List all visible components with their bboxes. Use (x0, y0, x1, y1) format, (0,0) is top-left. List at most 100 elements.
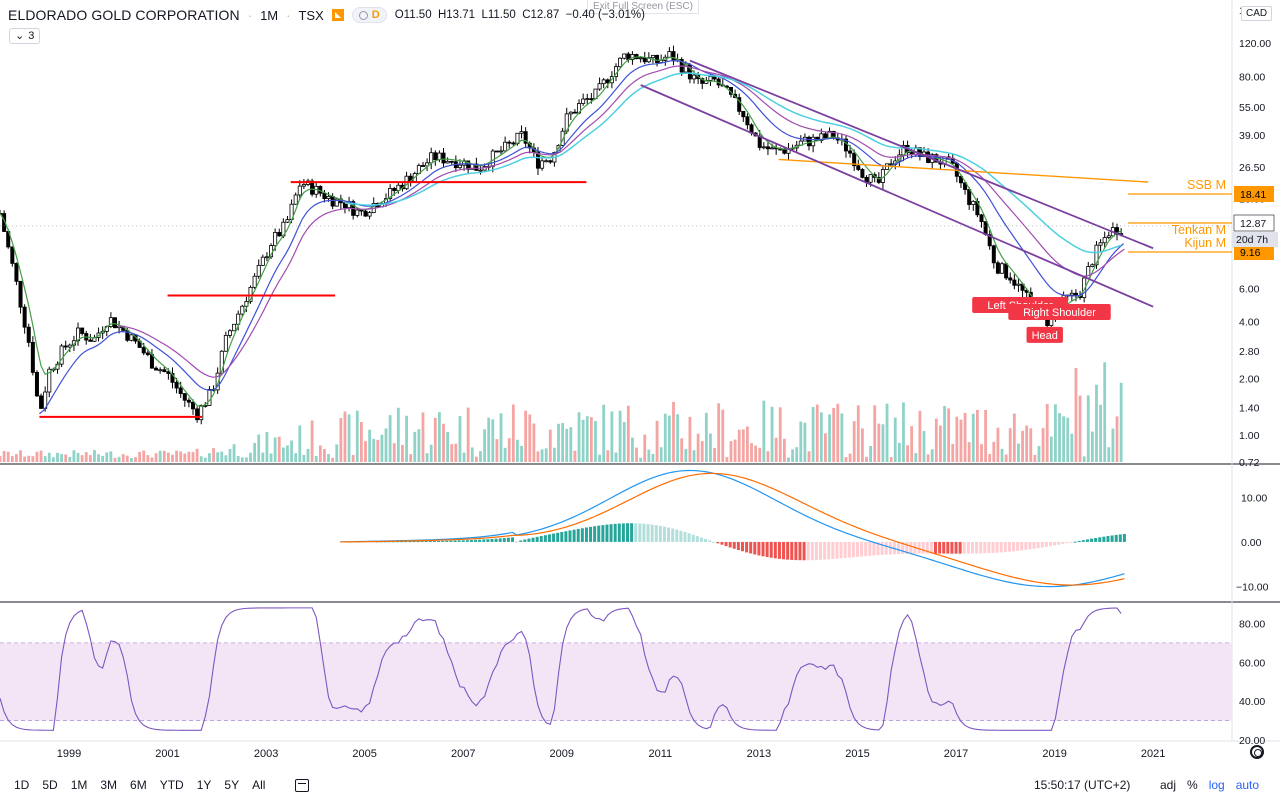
histogram-bar (708, 540, 712, 542)
exit-fullscreen-button[interactable]: Exit Full Screen (ESC) (587, 0, 699, 14)
histogram-bar (695, 536, 699, 542)
volume-bar (787, 457, 790, 462)
volume-bar (216, 452, 220, 462)
currency-badge[interactable]: CAD (1241, 6, 1273, 21)
candle-body (856, 165, 861, 170)
histogram-bar (839, 541, 843, 559)
candle-body (429, 152, 434, 164)
candle-body (819, 133, 824, 141)
candle-body (388, 188, 393, 199)
price-tick-label: 2.00 (1239, 373, 1260, 385)
indicators-collapse-button[interactable]: ⌄ 3 (9, 28, 41, 44)
candle-body (597, 83, 602, 90)
histogram-bar (671, 528, 675, 542)
timeframe-6m[interactable]: 6M (130, 778, 147, 792)
histogram-bar (1048, 541, 1052, 547)
volume-bar (1086, 395, 1090, 462)
interval-label[interactable]: 1M (260, 7, 279, 23)
histogram-bar (416, 541, 420, 543)
volume-bar (80, 455, 84, 462)
candle-body (601, 79, 606, 85)
histogram-bar (810, 541, 814, 561)
volume-bar (1045, 403, 1049, 462)
volume-bar (548, 429, 552, 462)
volume-bar (910, 426, 914, 462)
volume-bar (782, 438, 786, 462)
histogram-bar (938, 541, 942, 554)
volume-bar (992, 441, 996, 462)
volume-bar (372, 438, 376, 462)
histogram-bar (687, 533, 691, 542)
volume-bar (988, 454, 992, 462)
timeframe-1d[interactable]: 1D (14, 778, 30, 792)
histogram-bar (1102, 536, 1106, 542)
timeframe-5y[interactable]: 5Y (224, 778, 240, 792)
volume-bar (540, 449, 544, 462)
volume-bar (996, 427, 1000, 462)
histogram-bar (712, 541, 716, 543)
candle-body (474, 163, 479, 171)
symbol-name[interactable]: ELDORADO GOLD CORPORATION (8, 7, 240, 23)
timeframe-ytd[interactable]: YTD (159, 778, 184, 792)
market-status-icon[interactable] (331, 9, 344, 21)
volume-bar (425, 453, 429, 462)
timeframe-all[interactable]: All (252, 778, 266, 792)
volume-bar (1062, 416, 1066, 462)
volume-bar (232, 444, 236, 462)
price-tick-label: 1.00 (1239, 430, 1260, 442)
histogram-bar (412, 541, 416, 543)
price-tick-label: 26.50 (1239, 162, 1265, 174)
volume-bar (947, 408, 951, 462)
timeframe-1y[interactable]: 1Y (196, 778, 212, 792)
time-tick-label: 2015 (845, 748, 869, 760)
histogram-bar (621, 523, 625, 542)
histogram-bar (983, 541, 987, 554)
histogram-bar (954, 541, 958, 554)
volume-bar (376, 439, 380, 462)
auto-toggle[interactable]: auto (1235, 778, 1260, 792)
timeframe-3m[interactable]: 3M (100, 778, 118, 792)
candle-body (63, 345, 68, 348)
histogram-bar (445, 540, 449, 542)
adj-toggle[interactable]: adj (1160, 778, 1177, 792)
candle-body (273, 232, 278, 247)
timeframe-1m[interactable]: 1M (70, 778, 88, 792)
candle-body (170, 373, 175, 383)
volume-bar (799, 421, 803, 462)
volume-bar (865, 456, 868, 462)
volume-bar (294, 453, 298, 462)
volume-bar (1066, 417, 1070, 462)
histogram-bar (453, 540, 457, 542)
log-toggle[interactable]: log (1208, 778, 1225, 792)
histogram-bar (535, 536, 539, 542)
candle-body (199, 405, 204, 421)
volume-bar (803, 422, 807, 462)
volume-bar (388, 415, 392, 462)
histogram-bar (827, 541, 831, 560)
timeframe-5d[interactable]: 5D (42, 778, 58, 792)
volume-bar (1004, 454, 1008, 462)
volume-bar (569, 427, 573, 462)
volume-bar (602, 404, 606, 462)
volume-bar (758, 447, 762, 462)
percent-toggle[interactable]: % (1187, 778, 1198, 792)
candle-body (367, 212, 372, 217)
volume-bar (741, 429, 745, 462)
data-status-pill[interactable]: D (351, 7, 387, 23)
candle-body (963, 182, 968, 190)
volume-bar (881, 424, 885, 462)
candles (0, 45, 1124, 425)
candle-body (642, 57, 647, 63)
calendar-icon[interactable] (295, 778, 310, 792)
volume-bar (507, 438, 511, 462)
histogram-bar (942, 541, 946, 554)
volume-bar (610, 411, 614, 462)
volume-bar (483, 429, 486, 462)
volume-bar (852, 421, 856, 462)
clock-readout[interactable]: 15:50:17 (UTC+2) (1034, 778, 1131, 792)
volume-bar (1103, 362, 1107, 462)
volume-bar (310, 420, 314, 462)
volume-bar (470, 447, 474, 462)
gear-icon[interactable] (1250, 745, 1264, 759)
